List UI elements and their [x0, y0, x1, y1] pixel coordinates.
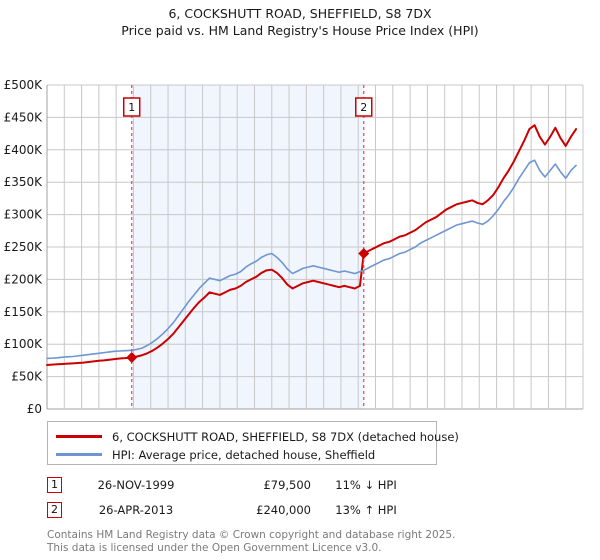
sale-point-marker-1	[126, 351, 138, 363]
y-axis-tick-label: £350K	[4, 175, 44, 189]
copyright-footer: Contains HM Land Registry data © Crown c…	[47, 529, 455, 554]
event-marker-badge-1	[122, 97, 141, 117]
price-hpi-line-chart: £0 £50K £100K £150K £200K £250K £300K £350K £400…	[4, 78, 584, 414]
page-title: 6, COCKSHUTT ROAD, SHEFFIELD, S8 7DX	[168, 6, 432, 21]
y-axis-tick-label: £50K	[11, 370, 43, 384]
sale-point-marker-2	[358, 247, 370, 259]
transaction-date-2: 26-APR-2013	[98, 502, 174, 517]
event-marker-badge-2	[355, 97, 373, 117]
y-axis-tick-label: £0	[27, 402, 42, 414]
legend-swatch-hpi	[56, 453, 102, 456]
chart-area: £0 £50K £100K £150K £200K £250K £300K £350K £400…	[0, 39, 600, 414]
y-axis-tick-label: £500K	[4, 78, 44, 92]
series-line-price-paid	[46, 124, 578, 366]
legend-label-price-paid: 6, COCKSHUTT ROAD, SHEFFIELD, S8 7DX (de…	[112, 429, 459, 444]
transaction-hpi-delta-2: 13% ↑ HPI	[335, 502, 397, 517]
legend-item-price-paid: 6, COCKSHUTT ROAD, SHEFFIELD, S8 7DX (de…	[56, 428, 459, 445]
transaction-date-1: 26-NOV-1999	[97, 477, 175, 492]
event-marker-label-2: 2	[360, 101, 367, 114]
y-axis-tick-label: £300K	[4, 208, 44, 222]
transaction-badge-2: 2	[47, 501, 62, 518]
y-axis-tick-label: £450K	[4, 110, 44, 124]
chart-header: 6, COCKSHUTT ROAD, SHEFFIELD, S8 7DX Pri…	[0, 0, 600, 39]
table-row[interactable]: 2 26-APR-2013 £240,000 13% ↑ HPI	[47, 497, 467, 522]
transaction-price-2: £240,000	[256, 502, 311, 517]
table-row[interactable]: 1 26-NOV-1999 £79,500 11% ↓ HPI	[47, 472, 467, 497]
transaction-badge-1: 1	[47, 476, 62, 493]
transactions-table: 1 26-NOV-1999 £79,500 11% ↓ HPI 2 26-APR…	[47, 472, 467, 522]
legend-swatch-price-paid	[56, 435, 102, 438]
y-axis-tick-label: £200K	[4, 272, 44, 286]
legend-label-hpi: HPI: Average price, detached house, Shef…	[112, 447, 376, 462]
y-axis-tick-label: £400K	[4, 143, 44, 157]
y-axis-tick-label: £100K	[4, 337, 44, 351]
footer-line-1: Contains HM Land Registry data © Crown c…	[47, 529, 456, 541]
series-line-hpi	[46, 159, 577, 360]
transaction-hpi-delta-1: 11% ↓ HPI	[335, 477, 397, 492]
page-subtitle: Price paid vs. HM Land Registry's House …	[121, 23, 479, 38]
footer-line-2: This data is licensed under the Open Gov…	[47, 541, 382, 554]
transaction-price-1: £79,500	[263, 477, 311, 492]
y-axis-tick-label: £250K	[4, 240, 44, 254]
y-axis-tick-label: £150K	[4, 305, 44, 319]
chart-legend: 6, COCKSHUTT ROAD, SHEFFIELD, S8 7DX (de…	[47, 421, 459, 465]
legend-item-hpi: HPI: Average price, detached house, Shef…	[56, 446, 428, 463]
event-marker-label-1: 1	[128, 101, 135, 114]
